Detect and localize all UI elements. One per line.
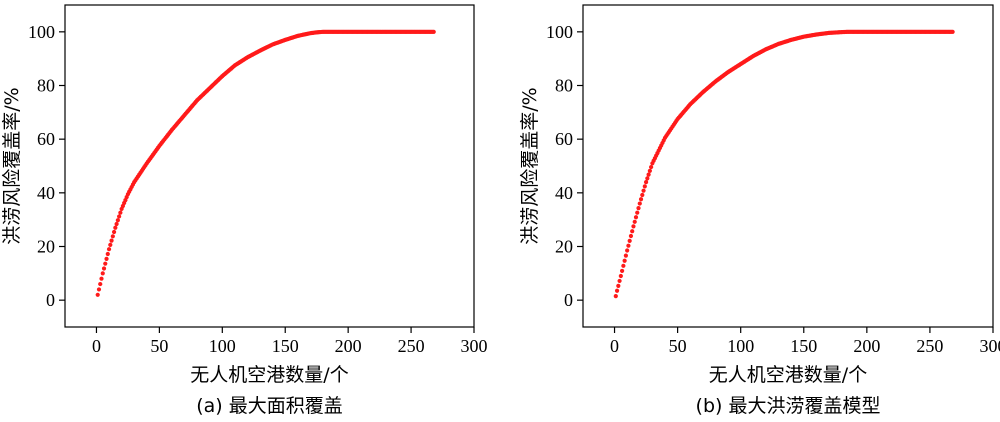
chart-panel-1: 0 50 100 150 200 250 300 0 20 40 60 80 100 无人机空港数量/个 洪…	[519, 4, 1000, 417]
data-point	[622, 258, 627, 263]
data-point	[118, 210, 123, 215]
data-point	[621, 263, 626, 268]
plot-frame	[582, 4, 994, 328]
data-point	[627, 238, 632, 243]
y-tick-label: 40	[37, 183, 55, 203]
data-point	[642, 184, 647, 189]
data-point	[113, 225, 118, 230]
data-point	[616, 283, 621, 288]
y-tick-label: 100	[28, 22, 55, 42]
x-tick-label: 250	[398, 336, 425, 356]
x-tick-label: 150	[272, 336, 299, 356]
data-point	[647, 168, 652, 173]
x-tick-label: 150	[790, 336, 817, 356]
y-axis-label: 洪涝风险覆盖率/%	[519, 87, 541, 244]
series-0	[613, 29, 955, 299]
y-tick-label: 60	[555, 129, 573, 149]
data-point	[100, 271, 105, 276]
data-point	[613, 294, 618, 299]
data-point	[104, 256, 109, 261]
series-0	[95, 29, 436, 297]
y-axis-label: 洪涝风险覆盖率/%	[1, 87, 23, 244]
data-point	[649, 164, 654, 170]
data-point	[115, 218, 120, 223]
y-tick-label: 20	[555, 237, 573, 257]
data-point	[645, 176, 650, 181]
data-point	[638, 197, 644, 202]
x-axis-label: 无人机空港数量/个	[190, 364, 348, 386]
data-point	[108, 242, 113, 247]
x-tick-label: 300	[461, 336, 488, 356]
data-point	[632, 219, 637, 224]
y-tick-label: 0	[46, 290, 55, 310]
y-tick-label: 20	[37, 237, 55, 257]
data-point	[431, 29, 436, 34]
chart-caption: (a) 最大面积覆盖	[196, 395, 343, 417]
x-tick-label: 250	[916, 336, 943, 356]
data-point	[640, 192, 645, 198]
data-point	[625, 248, 630, 253]
data-point	[98, 281, 103, 287]
data-point	[109, 238, 114, 243]
data-point	[101, 266, 107, 271]
x-tick-label: 300	[980, 336, 1000, 356]
chart-panel-0: 0 50 100 150 200 250 300 0 20 40 60 80 100 无人机空港数量/个 洪…	[1, 4, 488, 417]
y-tick-label: 80	[555, 76, 573, 96]
x-tick-label: 100	[209, 336, 236, 356]
data-point	[635, 210, 640, 215]
data-point	[628, 233, 634, 239]
data-point	[636, 206, 641, 211]
data-point	[117, 214, 122, 219]
data-point	[950, 29, 955, 34]
x-tick-label: 200	[335, 336, 362, 356]
x-tick-label: 0	[92, 336, 101, 356]
y-tick-label: 0	[564, 290, 573, 310]
data-point	[617, 278, 622, 284]
data-point	[646, 172, 651, 177]
data-point	[641, 188, 646, 193]
data-point	[96, 287, 102, 292]
data-point	[111, 229, 117, 235]
data-point	[110, 234, 115, 239]
data-point	[99, 276, 104, 281]
data-point	[626, 243, 631, 248]
chart-caption: (b) 最大洪涝覆盖模型	[696, 395, 881, 417]
y-tick-label: 40	[555, 183, 573, 203]
x-axis-label: 无人机空港数量/个	[709, 364, 867, 386]
data-point	[633, 215, 639, 220]
data-point	[103, 261, 108, 266]
data-point	[95, 292, 100, 297]
data-point	[620, 268, 625, 274]
x-tick-label: 100	[727, 336, 754, 356]
x-tick-label: 0	[610, 336, 619, 356]
x-tick-label: 50	[150, 336, 168, 356]
x-tick-label: 50	[669, 336, 687, 356]
data-point	[105, 251, 110, 257]
data-point	[614, 288, 620, 293]
data-point	[618, 273, 623, 279]
data-point	[623, 253, 628, 258]
y-tick-label: 60	[37, 129, 55, 149]
data-point	[106, 247, 112, 252]
data-point	[637, 201, 642, 206]
y-tick-label: 80	[37, 76, 55, 96]
data-point	[114, 221, 119, 227]
data-point	[643, 180, 649, 185]
y-tick-label: 100	[546, 22, 573, 42]
data-point	[631, 224, 636, 229]
data-point	[630, 229, 635, 234]
x-tick-label: 200	[853, 336, 880, 356]
plot-frame	[64, 4, 475, 328]
